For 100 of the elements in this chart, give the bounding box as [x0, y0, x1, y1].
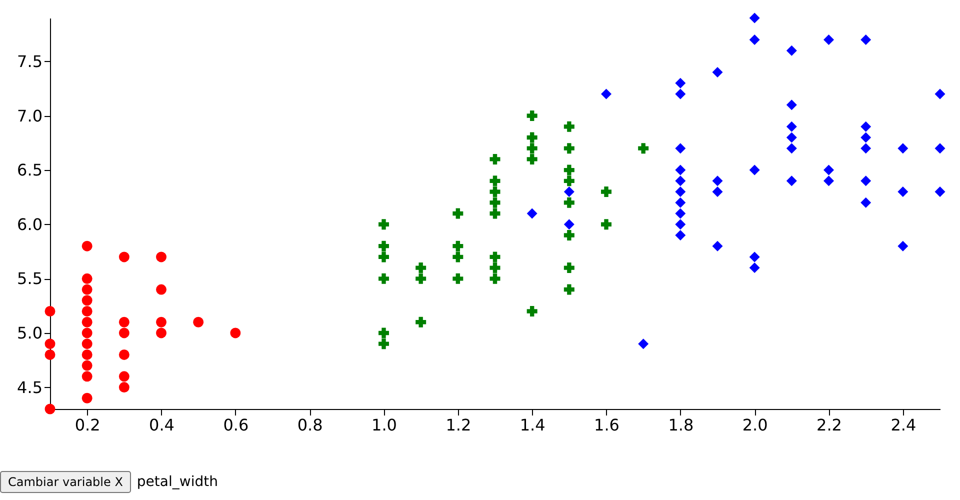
point: [601, 186, 612, 198]
point: [452, 208, 464, 219]
point: [898, 186, 908, 198]
point: [934, 88, 946, 100]
point: [526, 154, 538, 164]
point: [860, 197, 872, 208]
point: [601, 219, 612, 230]
point: [44, 404, 56, 414]
x-tick-label: 0.8: [297, 416, 323, 434]
point: [824, 34, 834, 45]
y-tick-label: 4.5: [17, 378, 42, 397]
y-tick-label: 5.0: [17, 323, 42, 342]
point: [526, 110, 538, 121]
point: [490, 252, 500, 262]
x-tick-label: 1.6: [594, 416, 620, 434]
point: [82, 240, 92, 252]
button: Cambiar variable X: [0, 471, 131, 493]
point: [118, 316, 130, 328]
x-tick-label: 2.0: [742, 416, 768, 434]
text: petal_width: [136, 474, 218, 490]
point: [118, 252, 130, 262]
y-tick-label: 7.0: [17, 106, 42, 126]
point: [824, 164, 834, 176]
point: [675, 78, 686, 88]
point: [416, 316, 426, 328]
point: [526, 208, 538, 219]
point: [601, 88, 612, 100]
point: [526, 306, 538, 316]
point: [82, 338, 92, 350]
x-tick-label: 1.0: [372, 416, 397, 434]
point: [824, 176, 834, 186]
point: [118, 328, 130, 338]
point: [786, 176, 797, 186]
point: [82, 328, 92, 338]
point: [675, 143, 686, 154]
point: [564, 219, 574, 230]
point: [416, 273, 426, 284]
point: [416, 262, 426, 274]
point: [490, 154, 500, 164]
point: [82, 392, 92, 404]
point: [118, 382, 130, 393]
point: [564, 197, 574, 208]
point: [749, 262, 760, 274]
point: [712, 67, 723, 78]
x-tick-label: 1.4: [520, 416, 546, 434]
point: [675, 176, 686, 186]
point: [230, 328, 241, 338]
point: [193, 316, 204, 328]
point: [860, 176, 872, 186]
x-tick-label: 2.2: [816, 416, 842, 434]
point: [860, 121, 872, 132]
point: [934, 143, 946, 154]
point: [118, 349, 130, 360]
point: [44, 338, 56, 350]
point: [564, 121, 574, 132]
point: [452, 252, 464, 262]
point: [675, 219, 686, 230]
point: [749, 252, 760, 262]
point: [526, 132, 538, 143]
point: [378, 273, 389, 284]
point: [712, 176, 723, 186]
point: [749, 34, 760, 45]
point: [786, 143, 797, 154]
point: [490, 273, 500, 284]
point: [490, 176, 500, 186]
point: [378, 252, 389, 262]
point: [675, 186, 686, 198]
point: [44, 349, 56, 360]
point: [564, 143, 574, 154]
point: [638, 143, 649, 154]
point: [564, 230, 574, 240]
point: [156, 284, 166, 295]
point: [860, 143, 872, 154]
point: [378, 338, 389, 350]
point: [860, 34, 872, 45]
x-tick-label: 2.4: [890, 416, 916, 434]
point: [490, 186, 500, 198]
point: [82, 360, 92, 371]
point: [490, 197, 500, 208]
point: [44, 306, 56, 316]
point: [378, 240, 389, 252]
point: [490, 262, 500, 274]
point: [156, 252, 166, 262]
x-tick-label: 0.4: [149, 416, 174, 434]
point: [860, 132, 872, 143]
x-tick-label: 1.8: [668, 416, 694, 434]
point: [564, 164, 574, 176]
y-tick-label: 6.5: [17, 160, 42, 180]
point: [378, 219, 389, 230]
point: [378, 328, 389, 338]
point: [675, 88, 686, 100]
point: [82, 284, 92, 295]
point: [898, 240, 908, 252]
point: [82, 306, 92, 316]
point: [786, 132, 797, 143]
point: [786, 121, 797, 132]
point: [156, 316, 166, 328]
point: [82, 273, 92, 284]
y-tick-label: 7.5: [17, 52, 42, 71]
x-tick-label: 0.2: [74, 416, 100, 434]
